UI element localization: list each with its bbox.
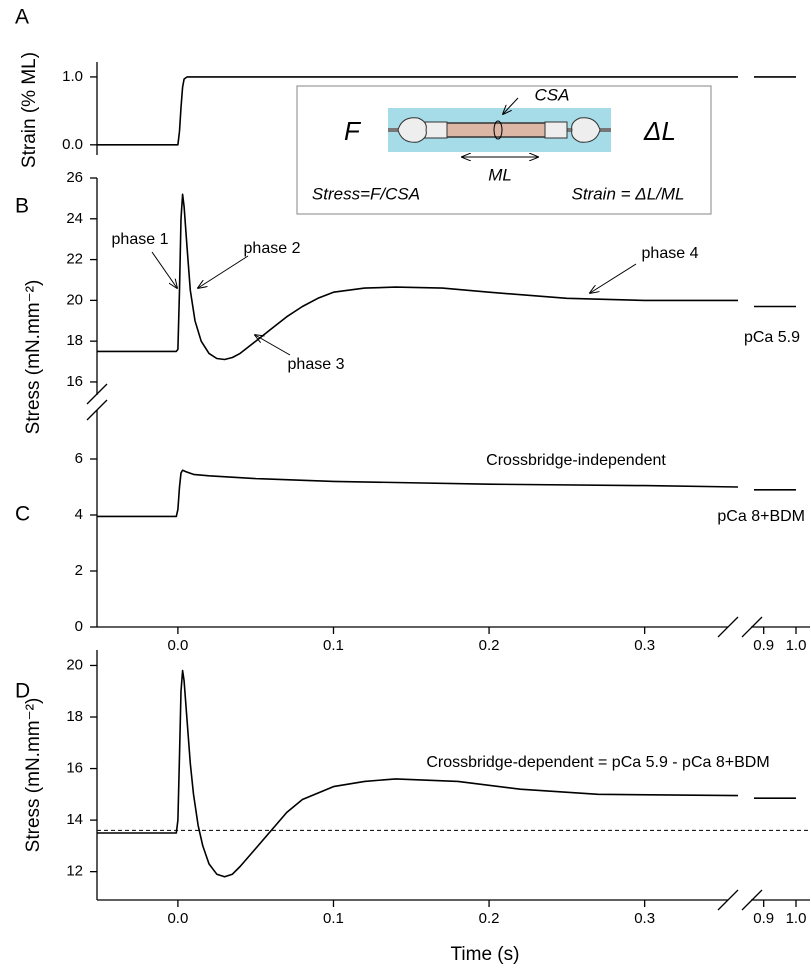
y-tick-label: 0.0 (62, 136, 83, 153)
csa-ring (493, 120, 503, 140)
panel-letter: B (15, 195, 29, 218)
annotation: phase 2 (244, 240, 301, 257)
x-tick-label: 0.9 (753, 637, 774, 654)
x-tick-label: 0.3 (634, 637, 655, 654)
y-tick-label: 4 (75, 506, 83, 523)
fibre (439, 122, 553, 138)
axis-break (86, 383, 108, 421)
x-tick-label: 1.0 (786, 910, 807, 927)
inset-label: CSA (535, 85, 570, 104)
inset-label: ML (488, 165, 512, 184)
trace (97, 76, 796, 146)
hook (571, 117, 601, 143)
x-axis-label: Time (s) (451, 944, 520, 965)
annotation-arrow (198, 255, 249, 288)
x-tick-label: 0.0 (167, 637, 188, 654)
y-tick-label: 14 (66, 811, 83, 828)
clip (424, 121, 448, 139)
annotation: pCa 5.9 (744, 329, 800, 346)
x-tick-label: 0.9 (753, 910, 774, 927)
annotation-arrow (590, 263, 637, 293)
x-tick-label: 1.0 (786, 637, 807, 654)
annotation: phase 3 (288, 356, 345, 373)
inset: F ΔL CSA ML Stress=F/CSA Strain = ΔL/ML (296, 85, 712, 215)
x-tick-label: 0.0 (167, 910, 188, 927)
axis-break (717, 889, 763, 911)
y-tick-label: 18 (66, 708, 83, 725)
y-tick-label: 20 (66, 656, 83, 673)
hook (397, 117, 427, 143)
x-tick-label: 0.1 (323, 910, 344, 927)
panel-letter: D (15, 680, 30, 703)
annotation-arrow (255, 335, 291, 356)
y-tick-label: 18 (66, 332, 83, 349)
clip (544, 121, 568, 139)
x-tick-label: 0.1 (323, 637, 344, 654)
y-tick-label: 1.0 (62, 68, 83, 85)
x-tick-label: 0.3 (634, 910, 655, 927)
y-tick-label: 2 (75, 562, 83, 579)
annotation: phase 4 (642, 245, 699, 262)
inset-label: Strain = ΔL/ML (572, 184, 685, 203)
annotation: phase 1 (112, 231, 169, 248)
y-axis-label: Strain (% ML) (19, 52, 40, 168)
arrow (503, 97, 519, 114)
axis-break (717, 616, 763, 638)
trace (97, 193, 796, 361)
annotation-arrow (151, 251, 177, 288)
inset-label: Stress=F/CSA (312, 184, 420, 203)
y-tick-label: 0 (75, 618, 83, 635)
y-tick-label: 6 (75, 450, 83, 467)
inset-label: ΔL (643, 116, 676, 146)
annotation: Crossbridge-independent (486, 452, 666, 469)
y-tick-label: 22 (66, 251, 83, 268)
annotation: pCa 8+BDM (717, 508, 805, 525)
trace (97, 469, 796, 518)
y-tick-label: 20 (66, 291, 83, 308)
inset-label: F (344, 116, 362, 146)
x-tick-label: 0.2 (479, 910, 500, 927)
y-tick-label: 12 (66, 863, 83, 880)
panel-letter: C (15, 503, 30, 526)
x-tick-label: 0.2 (479, 637, 500, 654)
y-axis-label: Stress (mN.mm⁻²) (23, 698, 44, 853)
annotation: Crossbridge-dependent = pCa 5.9 - pCa 8+… (426, 754, 769, 771)
y-tick-label: 24 (66, 210, 83, 227)
y-tick-label: 16 (66, 373, 83, 390)
trace (97, 669, 796, 878)
y-tick-label: 26 (66, 169, 83, 186)
y-tick-label: 16 (66, 760, 83, 777)
y-axis-label: Stress (mN.mm⁻²) (23, 280, 44, 435)
panel-letter: A (15, 6, 29, 29)
